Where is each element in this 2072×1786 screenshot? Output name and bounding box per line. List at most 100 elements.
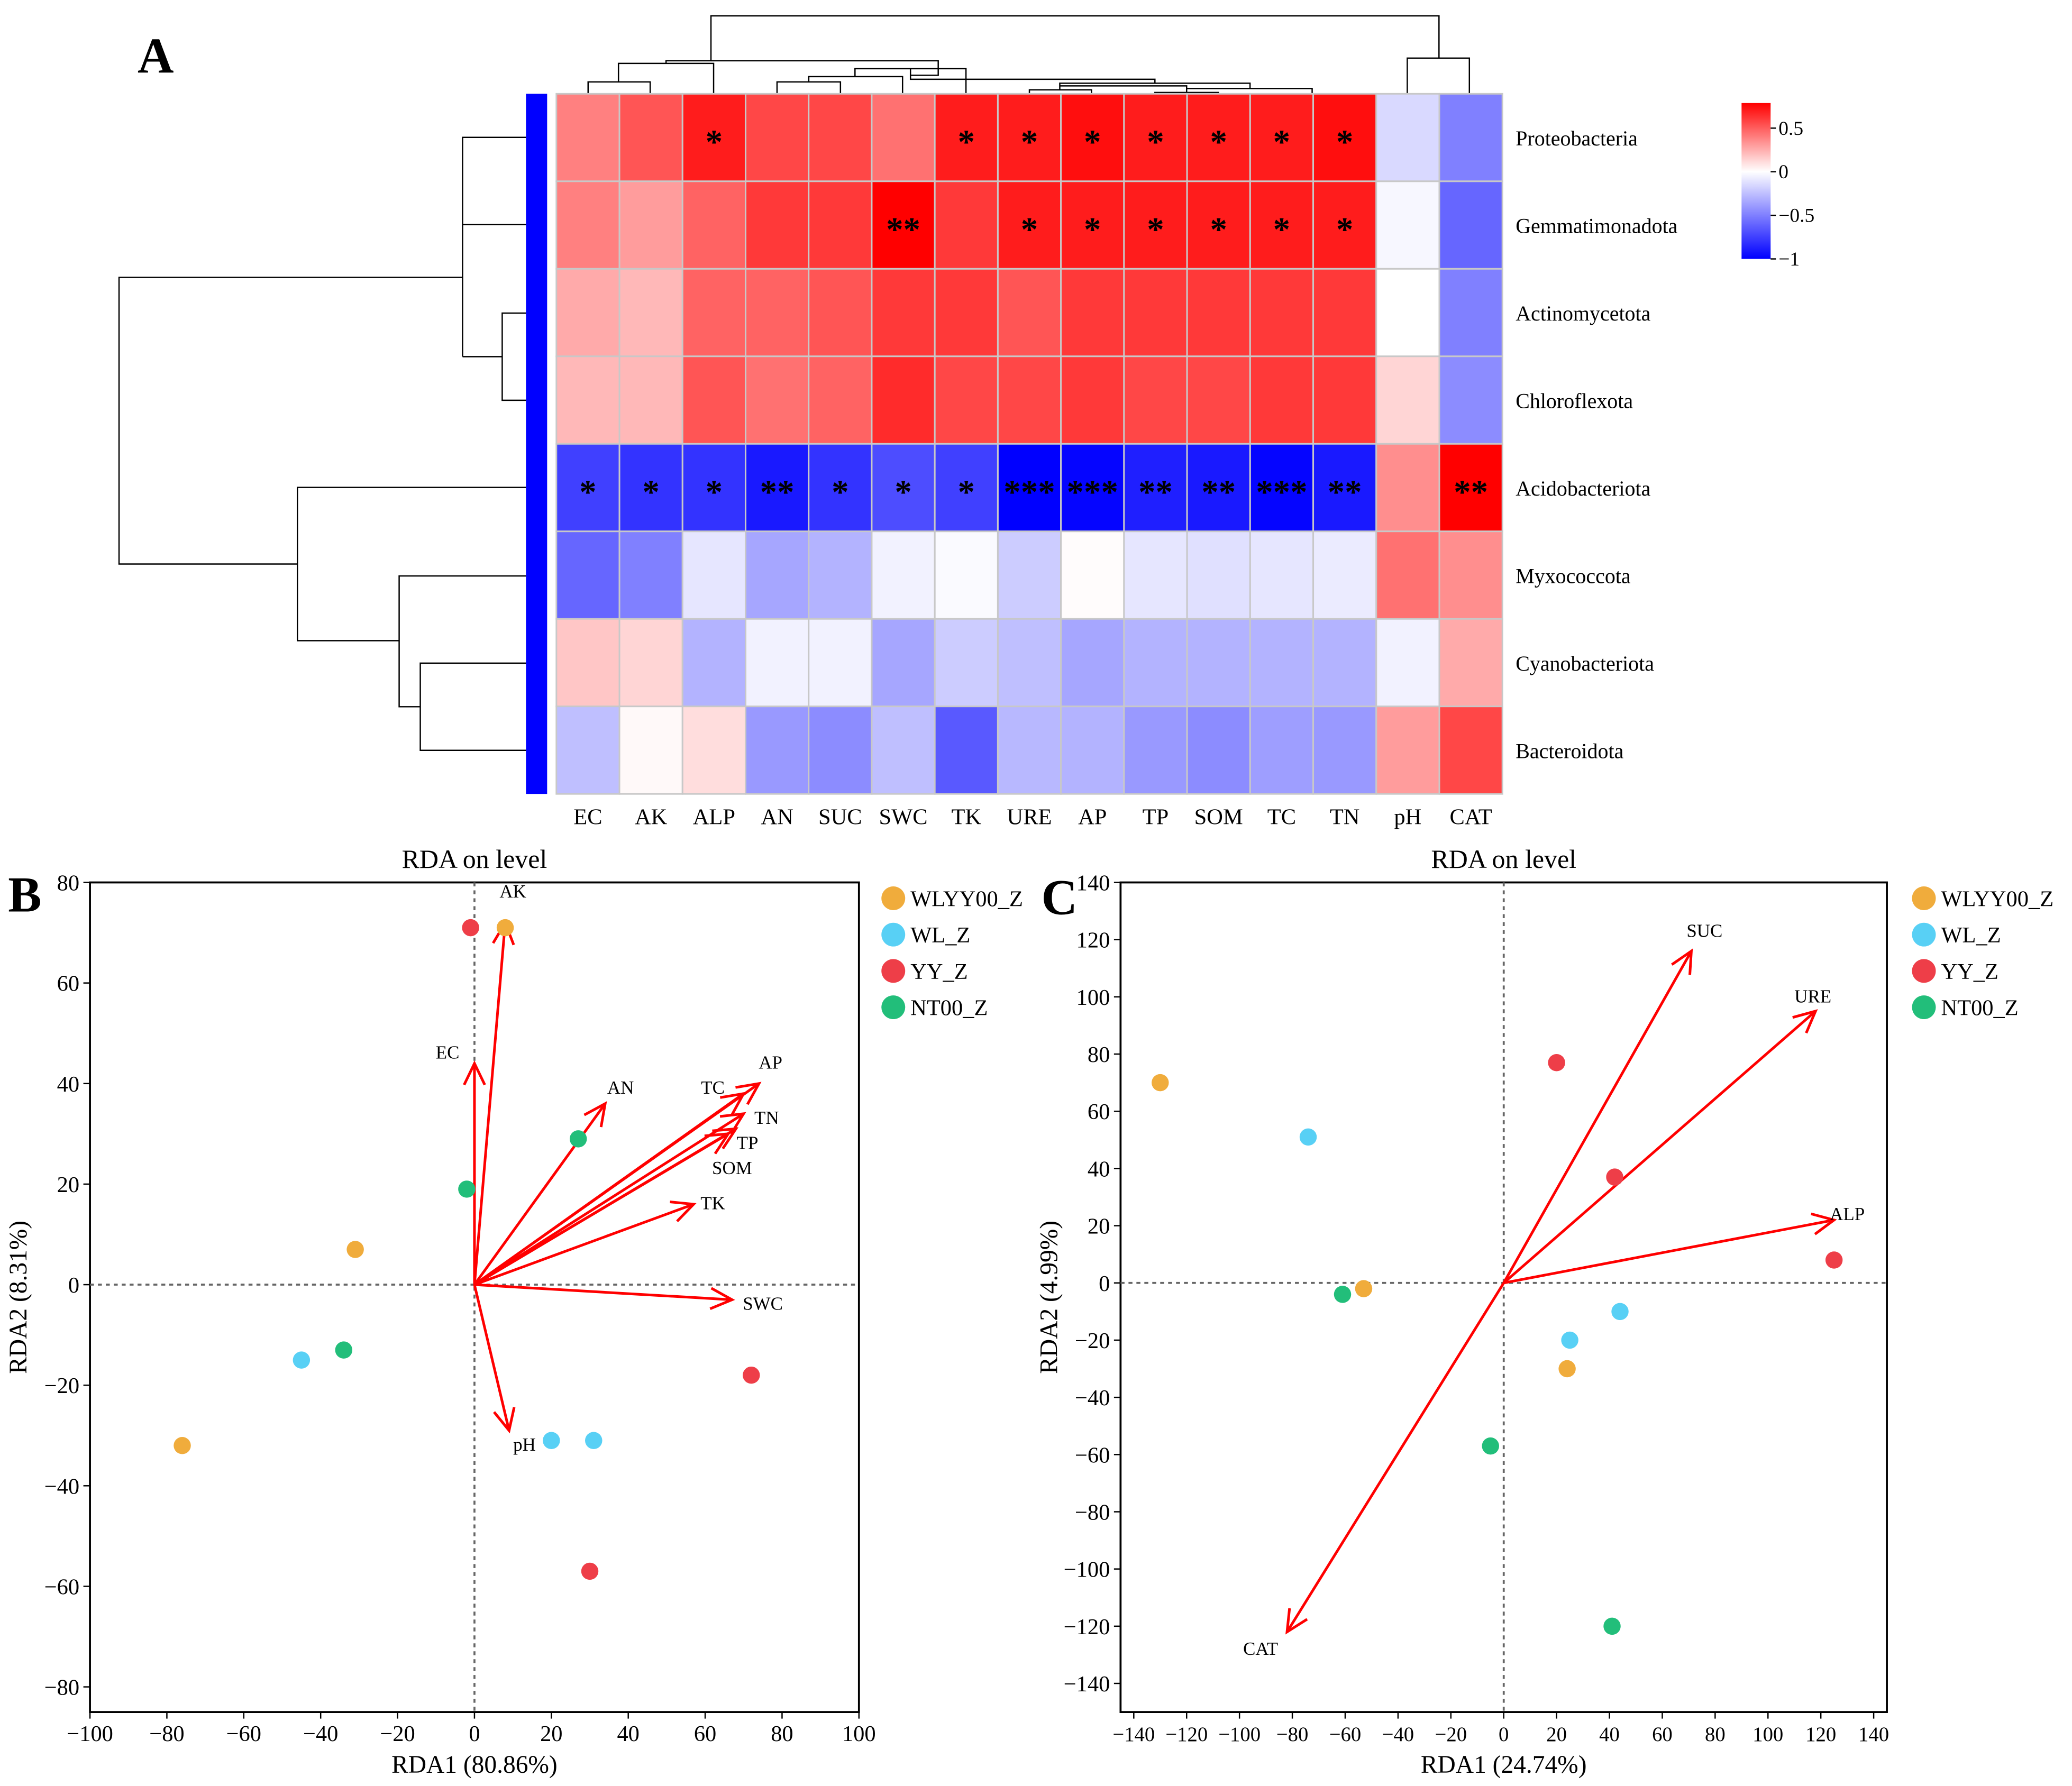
heatmap-cell — [997, 355, 1062, 445]
column-label: AK — [635, 805, 668, 830]
arrow-label: TN — [754, 1107, 779, 1128]
significance-mark: * — [1210, 123, 1227, 161]
sample-point — [335, 1341, 353, 1359]
sample-point — [1611, 1303, 1629, 1321]
legend-label: WL_Z — [910, 923, 970, 948]
y-axis-label: RDA2 (8.31%) — [5, 1221, 32, 1374]
heatmap-cell — [934, 618, 999, 708]
significance-mark: ** — [886, 211, 920, 249]
heatmap-cell — [871, 268, 936, 358]
legend-marker — [881, 886, 906, 910]
sample-point — [1603, 1617, 1621, 1635]
heatmap-cell — [681, 268, 746, 358]
heatmap-cell — [618, 530, 683, 620]
legend-marker — [1912, 995, 1936, 1020]
column-label: AP — [1078, 805, 1107, 830]
significance-mark: *** — [1067, 473, 1118, 511]
sample-point — [1825, 1251, 1843, 1269]
significance-mark: * — [958, 123, 975, 161]
arrow-head — [709, 1287, 735, 1311]
loading-arrow — [1285, 1282, 1505, 1633]
arrow-head — [719, 1092, 746, 1115]
y-tick-label: −80 — [44, 1675, 79, 1700]
y-tick-label: −20 — [44, 1373, 79, 1398]
arrow-head — [1285, 1608, 1308, 1635]
x-tick-label: 20 — [540, 1721, 562, 1746]
x-axis-label: RDA1 (80.86%) — [391, 1751, 558, 1779]
heatmap-cell — [555, 180, 620, 270]
heatmap-cell — [1375, 355, 1440, 445]
row-label: Acidobacteriota — [1516, 477, 1650, 500]
heatmap-cell — [1249, 530, 1315, 620]
sample-point — [1482, 1437, 1499, 1455]
x-tick-label: −100 — [1218, 1724, 1261, 1746]
heatmap-cell — [618, 180, 683, 270]
heatmap-cell — [618, 706, 683, 795]
heatmap-cell — [1375, 268, 1440, 358]
column-label: TK — [951, 805, 981, 830]
heatmap-cell — [1249, 268, 1315, 358]
heatmap-cell — [1312, 355, 1377, 445]
heatmap-cell — [808, 355, 873, 445]
y-tick-label: 120 — [1076, 928, 1110, 953]
significance-mark: * — [1210, 211, 1227, 249]
arrow-head — [1792, 1009, 1818, 1034]
row-label: Cyanobacteriota — [1516, 652, 1654, 675]
row-label: Bacteroidota — [1516, 739, 1623, 763]
significance-mark: * — [832, 473, 848, 511]
heatmap-cell — [1375, 93, 1440, 182]
heatmap-cell — [618, 618, 683, 708]
heatmap-panel: * * * * * * * *** * * * * * ** * * ** * * * *** *** ** ** *** ** *… — [118, 15, 1814, 830]
x-tick-label: −40 — [1382, 1724, 1414, 1746]
significance-mark: *** — [1003, 473, 1055, 511]
heatmap-cell — [997, 618, 1062, 708]
heatmap-cell — [871, 443, 936, 533]
heatmap-cell — [808, 93, 873, 182]
legend-label: YY_Z — [1941, 959, 1998, 984]
significance-mark: ** — [760, 473, 795, 511]
x-tick-label: −60 — [226, 1721, 261, 1746]
sample-point — [462, 919, 479, 937]
heatmap-cell — [555, 268, 620, 358]
sample-point — [543, 1432, 560, 1449]
arrow-label: TC — [701, 1077, 725, 1098]
heatmap-cell — [1438, 355, 1503, 445]
sample-point — [458, 1180, 476, 1198]
heatmap-cell — [744, 530, 810, 620]
loading-arrow — [1502, 950, 1693, 1284]
row-label: Actinomycetota — [1516, 301, 1650, 325]
heatmap-cell — [871, 355, 936, 445]
column-label: SWC — [879, 805, 928, 830]
x-tick-label: 120 — [1805, 1724, 1836, 1746]
heatmap-cell — [1312, 268, 1377, 358]
loading-arrow — [473, 1103, 607, 1286]
heatmap-cell — [1060, 618, 1125, 708]
sample-point — [346, 1241, 364, 1258]
column-label: ALP — [693, 805, 735, 830]
legend-marker — [881, 959, 906, 983]
heatmap-cell — [934, 530, 999, 620]
colorbar-tick-label: 0.5 — [1778, 118, 1803, 140]
heatmap-cell — [997, 93, 1062, 182]
column-label: URE — [1007, 805, 1052, 830]
heatmap-cell — [1123, 618, 1188, 708]
significance-mark: * — [1147, 211, 1164, 249]
arrow-label: URE — [1794, 986, 1831, 1007]
x-tick-label: 80 — [1705, 1724, 1726, 1746]
heatmap-cell — [934, 93, 999, 182]
sample-point — [1548, 1054, 1565, 1071]
significance-mark: ** — [1138, 473, 1173, 511]
sample-point — [1334, 1286, 1352, 1303]
sample-point — [585, 1432, 603, 1449]
x-tick-label: −20 — [1435, 1724, 1467, 1746]
column-label: CAT — [1450, 805, 1492, 830]
heatmap-cell — [1375, 706, 1440, 795]
legend-marker — [1912, 886, 1936, 910]
heatmap-cell — [1249, 706, 1315, 795]
heatmap-cell — [1438, 443, 1503, 533]
row-label: Gemmatimonadota — [1516, 214, 1677, 238]
heatmap-cell — [1060, 530, 1125, 620]
y-tick-label: 20 — [57, 1173, 79, 1197]
arrow-label: TP — [737, 1132, 759, 1153]
significance-mark: * — [579, 473, 596, 511]
